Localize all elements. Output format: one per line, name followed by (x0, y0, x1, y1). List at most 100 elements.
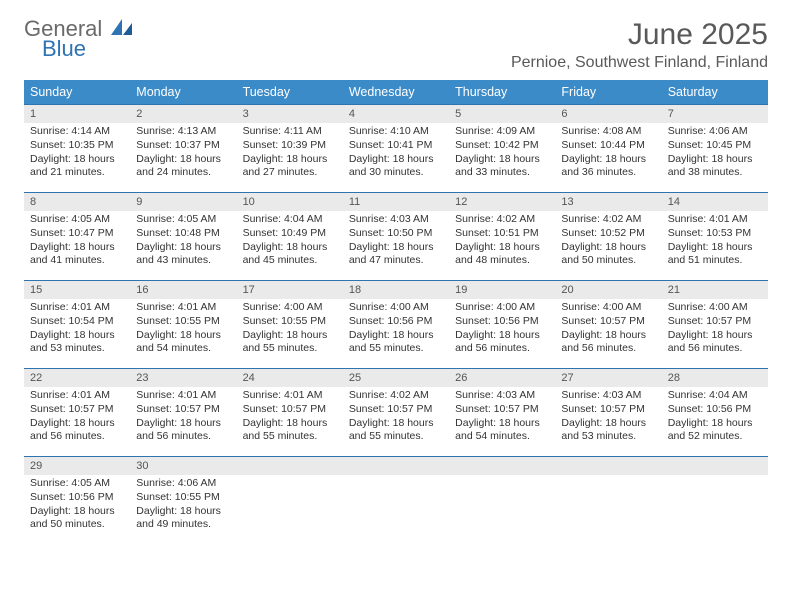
logo: General Blue (24, 18, 133, 60)
day-info: Sunrise: 4:13 AMSunset: 10:37 PMDaylight… (130, 125, 236, 180)
sunrise-text: Sunrise: 4:01 AM (668, 213, 762, 227)
daylight-text: Daylight: 18 hours and 55 minutes. (243, 417, 337, 444)
day-cell: 5Sunrise: 4:09 AMSunset: 10:42 PMDayligh… (449, 104, 555, 192)
day-number: 4 (343, 105, 449, 123)
day-number-empty (449, 457, 555, 475)
day-info: Sunrise: 4:00 AMSunset: 10:57 PMDaylight… (555, 301, 661, 356)
weekday-header: Wednesday (343, 80, 449, 104)
daylight-text: Daylight: 18 hours and 55 minutes. (349, 329, 443, 356)
day-number: 12 (449, 193, 555, 211)
day-info: Sunrise: 4:06 AMSunset: 10:55 PMDaylight… (130, 477, 236, 532)
day-info: Sunrise: 4:03 AMSunset: 10:50 PMDaylight… (343, 213, 449, 268)
day-info: Sunrise: 4:01 AMSunset: 10:54 PMDaylight… (24, 301, 130, 356)
day-number: 30 (130, 457, 236, 475)
sunrise-text: Sunrise: 4:02 AM (455, 213, 549, 227)
day-info: Sunrise: 4:14 AMSunset: 10:35 PMDaylight… (24, 125, 130, 180)
day-number: 23 (130, 369, 236, 387)
day-cell: 22Sunrise: 4:01 AMSunset: 10:57 PMDaylig… (24, 368, 130, 456)
sunrise-text: Sunrise: 4:00 AM (455, 301, 549, 315)
day-info: Sunrise: 4:00 AMSunset: 10:56 PMDaylight… (449, 301, 555, 356)
day-number: 3 (237, 105, 343, 123)
title-block: June 2025 Pernioe, Southwest Finland, Fi… (511, 18, 768, 72)
sunset-text: Sunset: 10:57 PM (561, 403, 655, 417)
day-info: Sunrise: 4:03 AMSunset: 10:57 PMDaylight… (449, 389, 555, 444)
day-number-empty (662, 457, 768, 475)
sunrise-text: Sunrise: 4:05 AM (30, 213, 124, 227)
day-number: 2 (130, 105, 236, 123)
day-info: Sunrise: 4:09 AMSunset: 10:42 PMDaylight… (449, 125, 555, 180)
sunset-text: Sunset: 10:51 PM (455, 227, 549, 241)
day-cell: 29 Sunrise: 4:05 AMSunset: 10:56 PMDaylig… (24, 456, 130, 544)
sunrise-text: Sunrise: 4:04 AM (243, 213, 337, 227)
daylight-text: Daylight: 18 hours and 45 minutes. (243, 241, 337, 268)
sunrise-text: Sunrise: 4:14 AM (30, 125, 124, 139)
weekday-header: Monday (130, 80, 236, 104)
sunset-text: Sunset: 10:57 PM (455, 403, 549, 417)
day-info: Sunrise: 4:05 AMSunset: 10:56 PMDaylight… (24, 477, 130, 532)
sunset-text: Sunset: 10:39 PM (243, 139, 337, 153)
month-title: June 2025 (511, 18, 768, 52)
daylight-text: Daylight: 18 hours and 56 minutes. (561, 329, 655, 356)
day-cell: 14Sunrise: 4:01 AMSunset: 10:53 PMDaylig… (662, 192, 768, 280)
daylight-text: Daylight: 18 hours and 49 minutes. (136, 505, 230, 532)
sunrise-text: Sunrise: 4:00 AM (668, 301, 762, 315)
day-cell: 6Sunrise: 4:08 AMSunset: 10:44 PMDayligh… (555, 104, 661, 192)
day-info: Sunrise: 4:04 AMSunset: 10:56 PMDaylight… (662, 389, 768, 444)
sunrise-text: Sunrise: 4:03 AM (561, 389, 655, 403)
sunrise-text: Sunrise: 4:01 AM (136, 301, 230, 315)
day-info: Sunrise: 4:01 AMSunset: 10:57 PMDaylight… (130, 389, 236, 444)
day-cell: 16Sunrise: 4:01 AMSunset: 10:55 PMDaylig… (130, 280, 236, 368)
day-number: 19 (449, 281, 555, 299)
sunset-text: Sunset: 10:54 PM (30, 315, 124, 329)
day-number: 16 (130, 281, 236, 299)
day-info: Sunrise: 4:06 AMSunset: 10:45 PMDaylight… (662, 125, 768, 180)
day-number: 1 (24, 105, 130, 123)
sunset-text: Sunset: 10:44 PM (561, 139, 655, 153)
day-cell: 15Sunrise: 4:01 AMSunset: 10:54 PMDaylig… (24, 280, 130, 368)
day-info: Sunrise: 4:01 AMSunset: 10:57 PMDaylight… (237, 389, 343, 444)
logo-text: General Blue (24, 18, 133, 60)
sunrise-text: Sunrise: 4:05 AM (136, 213, 230, 227)
sunrise-text: Sunrise: 4:09 AM (455, 125, 549, 139)
sunrise-text: Sunrise: 4:08 AM (561, 125, 655, 139)
day-number: 11 (343, 193, 449, 211)
day-number: 7 (662, 105, 768, 123)
day-cell: 23 Sunrise: 4:01 AMSunset: 10:57 PMDaylig… (130, 368, 236, 456)
daylight-text: Daylight: 18 hours and 56 minutes. (455, 329, 549, 356)
weekday-header: Tuesday (237, 80, 343, 104)
daylight-text: Daylight: 18 hours and 53 minutes. (30, 329, 124, 356)
sunset-text: Sunset: 10:57 PM (561, 315, 655, 329)
daylight-text: Daylight: 18 hours and 33 minutes. (455, 153, 549, 180)
sunset-text: Sunset: 10:37 PM (136, 139, 230, 153)
sunset-text: Sunset: 10:42 PM (455, 139, 549, 153)
daylight-text: Daylight: 18 hours and 56 minutes. (30, 417, 124, 444)
logo-sail-icon (111, 18, 133, 40)
day-cell: 27Sunrise: 4:03 AMSunset: 10:57 PMDaylig… (555, 368, 661, 456)
day-cell: 24 Sunrise: 4:01 AMSunset: 10:57 PMDaylig… (237, 368, 343, 456)
daylight-text: Daylight: 18 hours and 38 minutes. (668, 153, 762, 180)
daylight-text: Daylight: 18 hours and 27 minutes. (243, 153, 337, 180)
day-number-empty (343, 457, 449, 475)
sunset-text: Sunset: 10:56 PM (30, 491, 124, 505)
day-number: 24 (237, 369, 343, 387)
empty-day-cell (449, 456, 555, 544)
day-number-empty (555, 457, 661, 475)
day-number: 13 (555, 193, 661, 211)
sunrise-text: Sunrise: 4:04 AM (668, 389, 762, 403)
day-cell: 4Sunrise: 4:10 AMSunset: 10:41 PMDayligh… (343, 104, 449, 192)
day-cell: 3 Sunrise: 4:11 AMSunset: 10:39 PMDayligh… (237, 104, 343, 192)
day-cell: 7 Sunrise: 4:06 AMSunset: 10:45 PMDayligh… (662, 104, 768, 192)
day-number: 22 (24, 369, 130, 387)
day-number: 29 (24, 457, 130, 475)
page-header: General Blue June 2025 Pernioe, Southwes… (24, 18, 768, 72)
sunset-text: Sunset: 10:50 PM (349, 227, 443, 241)
day-info: Sunrise: 4:11 AMSunset: 10:39 PMDaylight… (237, 125, 343, 180)
day-number: 17 (237, 281, 343, 299)
sunset-text: Sunset: 10:45 PM (668, 139, 762, 153)
empty-day-cell (555, 456, 661, 544)
day-cell: 13Sunrise: 4:02 AMSunset: 10:52 PMDaylig… (555, 192, 661, 280)
sunrise-text: Sunrise: 4:06 AM (136, 477, 230, 491)
daylight-text: Daylight: 18 hours and 53 minutes. (561, 417, 655, 444)
day-cell: 1 Sunrise: 4:14 AMSunset: 10:35 PMDayligh… (24, 104, 130, 192)
sunrise-text: Sunrise: 4:01 AM (30, 301, 124, 315)
